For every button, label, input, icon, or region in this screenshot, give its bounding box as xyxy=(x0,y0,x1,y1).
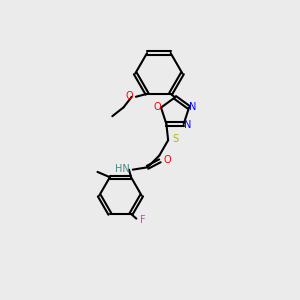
Text: F: F xyxy=(140,215,146,225)
Text: O: O xyxy=(153,102,161,112)
Text: O: O xyxy=(126,92,133,101)
Text: N: N xyxy=(184,120,191,130)
Text: O: O xyxy=(164,154,171,165)
Text: S: S xyxy=(172,134,179,144)
Text: N: N xyxy=(190,102,197,112)
Text: HN: HN xyxy=(115,164,130,174)
